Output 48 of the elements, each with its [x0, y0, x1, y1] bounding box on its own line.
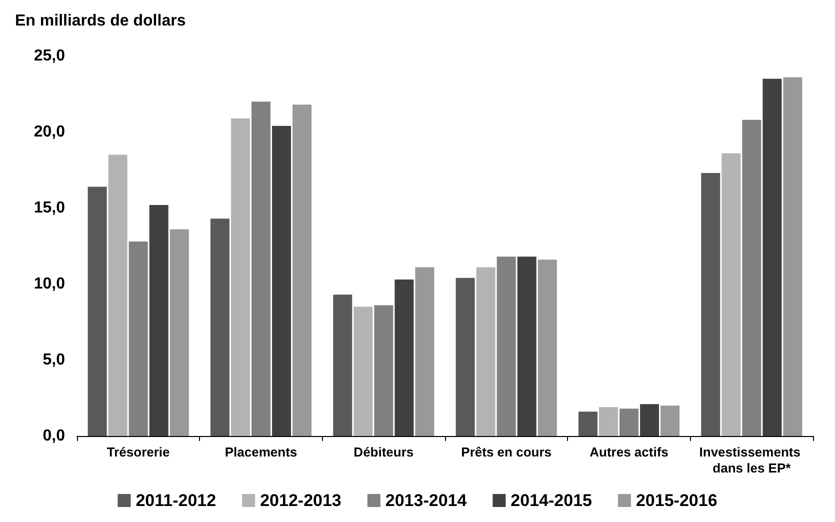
bar [660, 406, 680, 436]
bar [374, 305, 394, 436]
x-tick-label: Placements [224, 444, 298, 460]
legend-label: 2015-2016 [636, 491, 718, 510]
bar [210, 218, 230, 436]
x-tick-label: Débiteurs [354, 444, 414, 460]
bar [272, 126, 292, 436]
bar [415, 267, 434, 436]
bar [292, 104, 312, 436]
bar [252, 102, 270, 436]
y-tick-label: 5,0 [42, 352, 66, 368]
x-tick-label: Investissements dans les EP* [699, 444, 804, 476]
bar [230, 118, 250, 436]
bar [108, 154, 128, 436]
legend-label: 2012-2013 [260, 491, 342, 510]
bar [88, 186, 107, 436]
bar [128, 241, 148, 436]
bar [476, 267, 496, 436]
bar [456, 278, 475, 436]
bar [578, 412, 598, 436]
bar [333, 294, 352, 436]
bar [170, 229, 189, 436]
legend-label: 2013-2014 [385, 491, 468, 510]
bar [538, 260, 557, 436]
y-tick-label: 10,0 [34, 276, 66, 292]
y-tick-label: 0,0 [42, 428, 66, 444]
bar [640, 404, 660, 436]
bar [762, 78, 782, 436]
bar [517, 256, 536, 436]
bar [354, 306, 373, 436]
bar [701, 173, 720, 436]
chart-title: En milliards de dollars [15, 12, 186, 30]
bar [783, 77, 802, 436]
legend-label: 2011-2012 [136, 491, 216, 510]
x-tick-label: Autres actifs [590, 444, 668, 460]
legend-label: 2014-2015 [510, 491, 592, 510]
bar [742, 120, 762, 436]
bar [620, 408, 638, 436]
bar [394, 279, 414, 436]
x-tick-label: Prêts en cours [461, 444, 552, 460]
bar [149, 204, 168, 436]
bar [722, 153, 741, 436]
bar [496, 256, 516, 436]
y-tick-label: 25,0 [34, 48, 66, 64]
x-tick-label: Trésorerie [106, 444, 170, 460]
y-tick-label: 15,0 [34, 200, 66, 216]
y-tick-label: 20,0 [34, 124, 66, 140]
bar [598, 407, 618, 436]
